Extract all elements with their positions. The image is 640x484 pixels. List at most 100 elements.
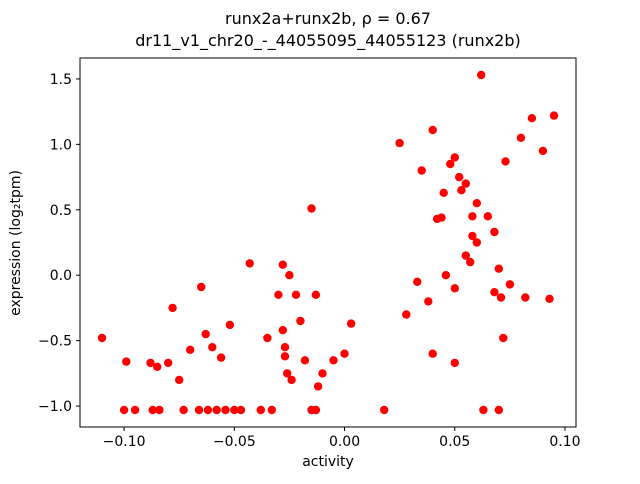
- data-point: [461, 251, 470, 260]
- data-point: [274, 290, 283, 299]
- data-point: [153, 362, 162, 371]
- data-point: [402, 310, 411, 319]
- data-point: [380, 405, 389, 415]
- data-point: [538, 146, 548, 156]
- x-tick-label: −0.05: [213, 434, 256, 450]
- y-tick-label: 1.0: [50, 137, 72, 153]
- data-point: [97, 333, 107, 343]
- data-point: [256, 405, 265, 415]
- data-point: [501, 157, 510, 166]
- data-point: [296, 316, 305, 326]
- data-point: [428, 349, 437, 358]
- y-tick-label: −0.5: [38, 334, 72, 350]
- data-point: [291, 290, 301, 299]
- data-point: [212, 405, 221, 415]
- data-point: [119, 405, 129, 415]
- data-point: [318, 369, 327, 378]
- data-point: [263, 333, 272, 343]
- data-point: [413, 277, 422, 286]
- data-point: [346, 319, 356, 328]
- data-point: [287, 375, 296, 385]
- data-point: [494, 405, 503, 415]
- x-ticks: −0.10 −0.05 0.00 0.05 0.10: [103, 427, 581, 450]
- data-point: [216, 353, 226, 362]
- data-point: [446, 159, 455, 169]
- data-point: [168, 303, 177, 313]
- data-point: [230, 405, 239, 415]
- data-point: [175, 375, 184, 385]
- data-point: [311, 405, 321, 415]
- data-point: [527, 114, 537, 123]
- data-point: [130, 405, 140, 415]
- data-point: [313, 382, 323, 391]
- data-point: [483, 212, 492, 221]
- data-point: [307, 204, 316, 213]
- data-point: [148, 405, 157, 415]
- data-point: [466, 257, 475, 267]
- data-point: [283, 369, 292, 378]
- data-point: [455, 172, 464, 182]
- data-point: [236, 405, 246, 415]
- chart-title-line2: dr11_v1_chr20_-_44055095_44055123 (runx2…: [135, 31, 521, 51]
- data-point: [437, 213, 446, 222]
- data-point: [545, 294, 554, 303]
- data-point: [477, 70, 486, 80]
- data-point: [496, 293, 506, 302]
- data-point: [146, 358, 155, 368]
- data-point: [221, 405, 230, 415]
- data-point: [201, 329, 210, 339]
- data-point: [516, 133, 526, 142]
- x-tick-label: −0.10: [103, 434, 146, 450]
- chart-title-line1: runx2a+runx2b, ρ = 0.67: [225, 9, 431, 28]
- data-point: [505, 280, 515, 289]
- data-point: [424, 297, 433, 306]
- y-ticks: −1.0 −0.5 0.0 0.5 1.0 1.5: [38, 72, 80, 415]
- points: [97, 70, 559, 415]
- data-point: [450, 358, 459, 368]
- data-point: [450, 284, 459, 293]
- data-point: [395, 138, 404, 148]
- data-point: [549, 111, 559, 120]
- data-point: [280, 352, 290, 361]
- data-point: [468, 212, 477, 221]
- data-point: [280, 343, 290, 352]
- y-tick-label: −1.0: [38, 399, 72, 415]
- data-point: [122, 357, 131, 366]
- x-tick-label: 0.10: [549, 434, 580, 450]
- data-point: [278, 326, 287, 335]
- data-point: [278, 260, 287, 269]
- data-point: [285, 271, 294, 280]
- x-axis-label: activity: [302, 454, 354, 470]
- data-point: [521, 293, 530, 302]
- y-tick-label: 0.5: [50, 203, 72, 219]
- data-point: [208, 343, 217, 352]
- data-point: [457, 186, 466, 195]
- data-point: [155, 405, 164, 415]
- data-point: [499, 333, 508, 343]
- data-point: [245, 259, 254, 268]
- data-point: [311, 290, 321, 299]
- x-tick-label: 0.05: [439, 434, 470, 450]
- data-point: [194, 405, 204, 415]
- data-point: [479, 405, 488, 415]
- data-point: [472, 199, 481, 208]
- data-point: [267, 405, 276, 415]
- x-tick-label: 0.00: [329, 434, 360, 450]
- data-point: [300, 356, 310, 365]
- data-point: [164, 358, 173, 368]
- data-point: [225, 320, 235, 330]
- data-point: [472, 238, 481, 247]
- data-point: [203, 405, 213, 415]
- data-point: [428, 125, 437, 135]
- data-point: [186, 345, 195, 354]
- data-point: [450, 153, 459, 162]
- data-point: [439, 188, 448, 197]
- y-axis-label: expression (log₂tpm): [8, 170, 24, 316]
- data-point: [490, 227, 499, 237]
- data-point: [494, 264, 503, 273]
- plot-area: [79, 57, 577, 428]
- data-point: [329, 356, 338, 365]
- y-tick-label: 1.5: [50, 72, 72, 88]
